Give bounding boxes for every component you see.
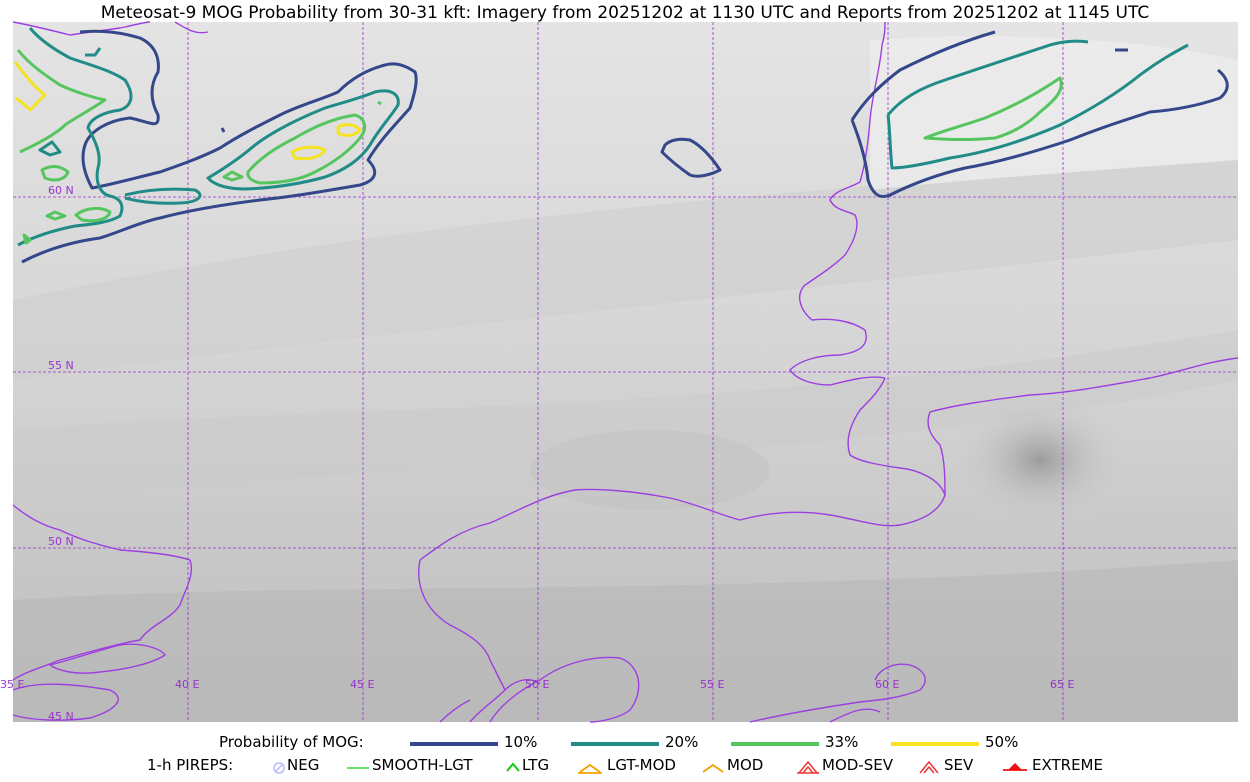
pirep-smooth-lgt-label: SMOOTH-LGT: [372, 756, 473, 774]
pirep-mod-label: MOD: [727, 756, 764, 774]
lon-label-35: 35 E: [0, 678, 24, 691]
lon-label-60: 60 E: [875, 678, 899, 691]
legend-10-label: 10%: [504, 733, 538, 751]
contour-20-percent: [17, 27, 1189, 247]
legend-10-swatch: [410, 742, 498, 746]
legend-20-label: 20%: [665, 733, 699, 751]
lon-label-65: 65 E: [1050, 678, 1074, 691]
mog-probability-contours: [13, 27, 1229, 264]
contour-50-percent: [13, 61, 362, 161]
pirep-mod-sev-label: MOD-SEV: [822, 756, 893, 774]
mod-caret-icon: [702, 763, 724, 773]
legend-33-label: 33%: [825, 733, 859, 751]
mod-sev-caret-icon: [797, 760, 819, 774]
legend-20-swatch: [571, 742, 659, 746]
lon-label-50: 50 E: [525, 678, 549, 691]
lat-label-50: 50 N: [48, 535, 74, 548]
legend-50-swatch: [891, 742, 979, 746]
contour-33-percent: [16, 49, 1063, 245]
neg-circle-icon: [273, 762, 285, 774]
pirep-ltg-label: LTG: [522, 756, 550, 774]
contour-10-percent: [21, 29, 1229, 264]
lon-label-45: 45 E: [350, 678, 374, 691]
coastlines: [12, 21, 1239, 723]
sev-caret-icon: [919, 760, 939, 774]
pirep-sev-label: SEV: [944, 756, 974, 774]
ltg-caret-icon: [506, 762, 520, 772]
pirep-extreme-label: EXTREME: [1032, 756, 1103, 774]
lon-label-55: 55 E: [700, 678, 724, 691]
lat-label-45: 45 N: [48, 710, 74, 723]
pirep-legend: 1-h PIREPS: NEG SMOOTH-LGT LTG LGT-MOD M…: [0, 756, 1250, 778]
probability-legend: Probability of MOG: 10% 20% 33% 50%: [0, 733, 1250, 755]
pirep-lgt-mod-label: LGT-MOD: [607, 756, 676, 774]
probability-legend-title: Probability of MOG:: [219, 733, 364, 751]
lat-label-60: 60 N: [48, 184, 74, 197]
graticule: [13, 22, 1238, 722]
pirep-legend-title: 1-h PIREPS:: [147, 756, 234, 774]
lgt-mod-caret-icon: [578, 763, 602, 774]
smooth-line-icon: [347, 767, 369, 769]
legend-33-swatch: [731, 742, 819, 746]
lon-label-40: 40 E: [175, 678, 199, 691]
legend-50-label: 50%: [985, 733, 1019, 751]
pirep-neg-label: NEG: [287, 756, 320, 774]
extreme-caret-icon: [1003, 763, 1027, 771]
lat-label-55: 55 N: [48, 359, 74, 372]
map-title: Meteosat-9 MOG Probability from 30-31 kf…: [100, 3, 1150, 23]
